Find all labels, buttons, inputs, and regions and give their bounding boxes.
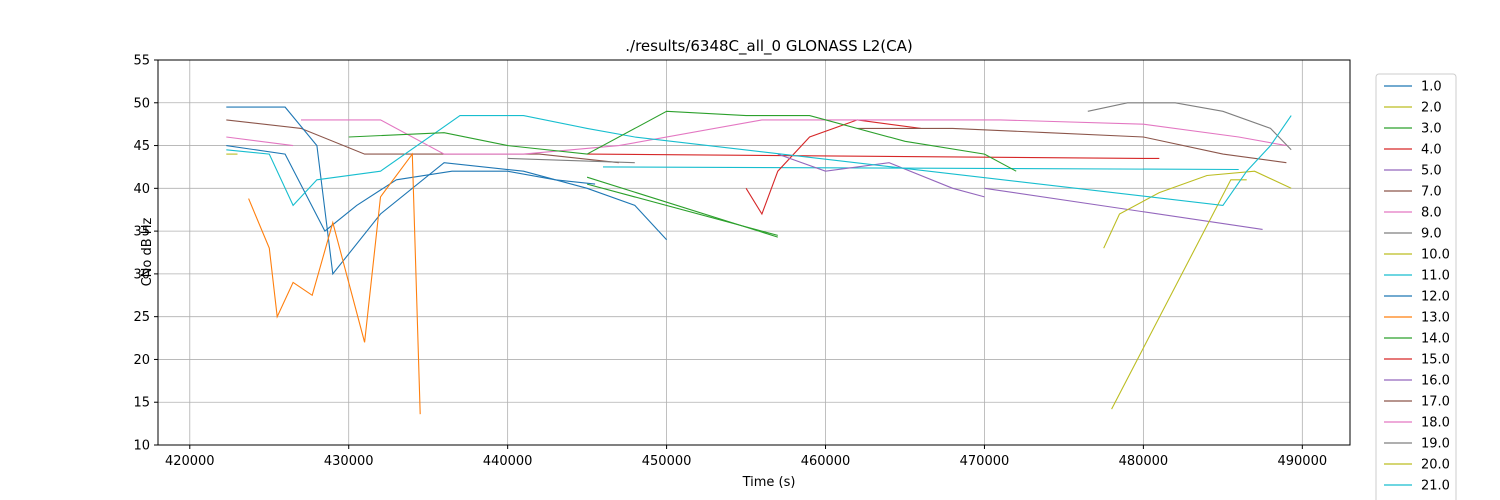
legend-label: 4.0 xyxy=(1421,143,1442,158)
series-line-5.0 xyxy=(984,187,1263,230)
series-line-4.0 xyxy=(587,153,1160,159)
legend-label: 21.0 xyxy=(1421,479,1450,494)
series-line-9.0 xyxy=(507,157,635,164)
y-tick-label: 10 xyxy=(133,439,150,454)
series-line-20.0 xyxy=(1103,170,1292,249)
x-tick-label: 490000 xyxy=(1277,454,1327,469)
y-tick-label: 15 xyxy=(133,396,150,411)
legend-label: 19.0 xyxy=(1421,437,1450,452)
legend-label: 7.0 xyxy=(1421,185,1442,200)
ticks-layer: 420000 430000 440000 450000 460000 470000 4800… xyxy=(133,54,1327,470)
legend-label: 5.0 xyxy=(1421,164,1442,179)
legend: 1.0 2.0 3.0 4.0 5.0 7.0 8.0 9.0 10.0 11.0 12.0 13.0… xyxy=(1375,73,1457,500)
x-tick-label: 470000 xyxy=(960,454,1010,469)
series-line-11.0 xyxy=(602,166,1239,171)
x-tick-label: 420000 xyxy=(165,454,215,469)
x-tick-label: 430000 xyxy=(324,454,374,469)
x-axis-label: Time (s) xyxy=(742,475,796,490)
y-tick-label: 35 xyxy=(133,225,150,240)
y-tick-label: 30 xyxy=(133,267,150,282)
legend-label: 12.0 xyxy=(1421,290,1450,305)
y-axis-label: CNo dB Hz xyxy=(140,217,155,286)
legend-label: 8.0 xyxy=(1421,206,1442,221)
series-line-8.0 xyxy=(226,136,294,147)
legend-label: 15.0 xyxy=(1421,353,1450,368)
legend-label: 18.0 xyxy=(1421,416,1450,431)
legend-label: 10.0 xyxy=(1421,248,1450,263)
legend-label: 14.0 xyxy=(1421,332,1450,347)
legend-label: 20.0 xyxy=(1421,458,1450,473)
series-line-18.0 xyxy=(301,119,1287,155)
y-tick-label: 40 xyxy=(133,182,150,197)
y-tick-label: 20 xyxy=(133,353,150,368)
legend-label: 17.0 xyxy=(1421,395,1450,410)
series-line-16.0 xyxy=(777,153,985,198)
y-tick-label: 25 xyxy=(133,310,150,325)
series-line-10.0 xyxy=(1111,179,1247,410)
series-line-13.0 xyxy=(248,152,421,415)
series-line-22.0 xyxy=(348,110,1017,172)
legend-label: 11.0 xyxy=(1421,269,1450,284)
x-tick-label: 450000 xyxy=(642,454,692,469)
legend-label: 9.0 xyxy=(1421,227,1442,242)
x-tick-label: 460000 xyxy=(801,454,851,469)
series-line-21.0 xyxy=(226,115,1292,207)
x-tick-label: 480000 xyxy=(1119,454,1169,469)
y-tick-label: 50 xyxy=(133,96,150,111)
series-layer xyxy=(226,102,1292,415)
series-line-14.0 xyxy=(586,176,778,238)
series-line-12.0 xyxy=(226,106,668,276)
legend-label: 2.0 xyxy=(1421,101,1442,116)
legend-box xyxy=(1375,73,1457,500)
legend-label: 3.0 xyxy=(1421,122,1442,137)
series-line-19.0 xyxy=(1087,102,1292,151)
chart-title: ./results/6348C_all_0 GLONASS L2(CA) xyxy=(625,37,913,56)
y-tick-label: 55 xyxy=(133,54,150,69)
series-line-1.0 xyxy=(226,145,596,232)
x-tick-label: 440000 xyxy=(483,454,533,469)
legend-label: 1.0 xyxy=(1421,80,1442,95)
legend-label: 13.0 xyxy=(1421,311,1450,326)
series-line-15.0 xyxy=(745,119,921,216)
series-line-17.0 xyxy=(857,127,1287,164)
y-tick-label: 45 xyxy=(133,139,150,154)
plot-frame xyxy=(157,59,1351,446)
legend-label: 16.0 xyxy=(1421,374,1450,389)
